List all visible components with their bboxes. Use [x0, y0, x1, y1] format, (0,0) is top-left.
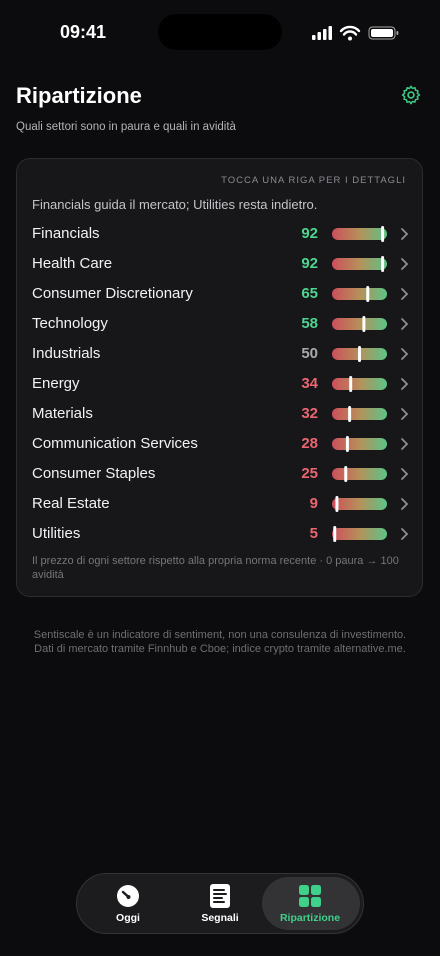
row-chevron — [401, 438, 409, 450]
disclaimer: Sentiscale è un indicatore di sentiment,… — [0, 628, 440, 656]
gauge-track — [332, 318, 387, 330]
sector-score: 65 — [301, 285, 318, 302]
sector-row[interactable]: Technology 58 — [17, 309, 420, 339]
gauge-track — [332, 498, 387, 510]
status-time: 09:41 — [60, 22, 107, 42]
sector-gauge — [332, 466, 409, 482]
sector-gauge — [332, 316, 409, 332]
disclaimer-line: Dati di mercato tramite Finnhub e Cboe; … — [34, 643, 406, 655]
row-chevron — [401, 318, 409, 330]
sector-row[interactable]: Consumer Staples 25 — [17, 459, 420, 489]
page-subtitle: Quali settori sono in paura e quali in a… — [16, 121, 236, 133]
row-chevron — [401, 468, 409, 480]
sector-row[interactable]: Health Care 92 — [17, 249, 420, 279]
status-icons — [312, 25, 399, 41]
sector-gauge — [332, 226, 409, 242]
sector-score: 5 — [309, 525, 318, 542]
card-summary: Financials guida il mercato; Utilities r… — [32, 197, 318, 212]
sector-name: Technology — [32, 315, 108, 332]
sector-row[interactable]: Energy 34 — [17, 369, 420, 399]
row-chevron — [401, 378, 409, 390]
tab-label[interactable]: Segnali — [201, 912, 239, 924]
dynamic-island — [158, 14, 282, 50]
tab-icon-oggi — [117, 885, 139, 907]
row-chevron — [401, 528, 409, 540]
sector-score: 50 — [301, 345, 318, 362]
sector-gauge — [332, 286, 409, 302]
sector-row[interactable]: Materials 32 — [17, 399, 420, 429]
sector-name: Energy — [32, 375, 80, 392]
sector-score: 25 — [301, 465, 318, 482]
tab-icon-ripartizione — [299, 885, 321, 907]
sector-gauge — [332, 496, 409, 512]
sector-gauge — [332, 436, 409, 452]
gauge-track — [332, 258, 387, 270]
row-chevron — [401, 498, 409, 510]
sector-gauge — [332, 376, 409, 392]
card-footnote: Il prezzo di ogni settore rispetto alla … — [32, 555, 399, 581]
sector-row[interactable]: Consumer Discretionary 65 — [17, 279, 420, 309]
gauge-marker — [366, 286, 370, 302]
gauge-track — [332, 438, 387, 450]
gauge-marker — [381, 226, 385, 242]
sector-gauge — [332, 346, 409, 362]
sector-name: Communication Services — [32, 435, 198, 452]
gauge-track — [332, 408, 387, 420]
sector-score: 34 — [301, 375, 318, 392]
gauge-track — [332, 288, 387, 300]
sector-name: Consumer Staples — [32, 465, 156, 482]
sector-score: 9 — [309, 495, 318, 512]
gauge-track — [332, 468, 387, 480]
tab-icon-segnali — [210, 884, 230, 908]
sector-name: Health Care — [32, 255, 113, 272]
row-chevron — [401, 288, 409, 300]
sector-gauge — [332, 406, 409, 422]
sector-score: 28 — [301, 435, 318, 452]
gauge-marker — [344, 466, 348, 482]
row-chevron — [401, 258, 409, 270]
tab-label[interactable]: Oggi — [116, 912, 140, 924]
sector-name: Consumer Discretionary — [32, 285, 193, 302]
tab-label[interactable]: Ripartizione — [279, 912, 341, 924]
sector-row[interactable]: Real Estate 9 — [17, 489, 420, 519]
sector-row[interactable]: Utilities 5 — [17, 519, 420, 549]
row-chevron — [401, 408, 409, 420]
gauge-marker — [381, 256, 385, 272]
sector-score: 58 — [301, 315, 318, 332]
row-chevron — [401, 228, 409, 240]
gauge-marker — [345, 436, 349, 452]
sector-row[interactable]: Financials 92 — [17, 219, 420, 249]
gauge-track — [332, 528, 387, 540]
row-chevron — [401, 348, 409, 360]
gauge-marker — [358, 346, 361, 362]
gauge-marker — [333, 526, 337, 542]
sector-name: Financials — [32, 225, 100, 242]
disclaimer-line: Sentiscale è un indicatore di sentiment,… — [33, 629, 407, 641]
gauge-marker — [349, 376, 353, 392]
sector-gauge — [332, 526, 409, 542]
sector-score: 32 — [301, 405, 318, 422]
sector-score: 92 — [301, 225, 318, 242]
sector-row[interactable]: Industrials 50 — [17, 339, 420, 369]
sector-name: Industrials — [32, 345, 101, 362]
sector-gauge — [332, 256, 409, 272]
sector-row[interactable]: Communication Services 28 — [17, 429, 420, 459]
sector-score: 92 — [301, 255, 318, 272]
gauge-track — [332, 378, 387, 390]
gauge-marker — [335, 496, 339, 512]
card-hint: TOCCA UNA RIGA PER I DETTAGLI — [221, 175, 406, 186]
sector-name: Materials — [32, 405, 93, 422]
page-title: Ripartizione — [16, 83, 142, 108]
gauge-marker — [362, 316, 366, 332]
settings-button[interactable] — [400, 84, 422, 106]
gauge-track — [332, 228, 387, 240]
sector-name: Real Estate — [32, 495, 110, 512]
gauge-marker — [348, 406, 352, 422]
sector-name: Utilities — [32, 525, 81, 542]
